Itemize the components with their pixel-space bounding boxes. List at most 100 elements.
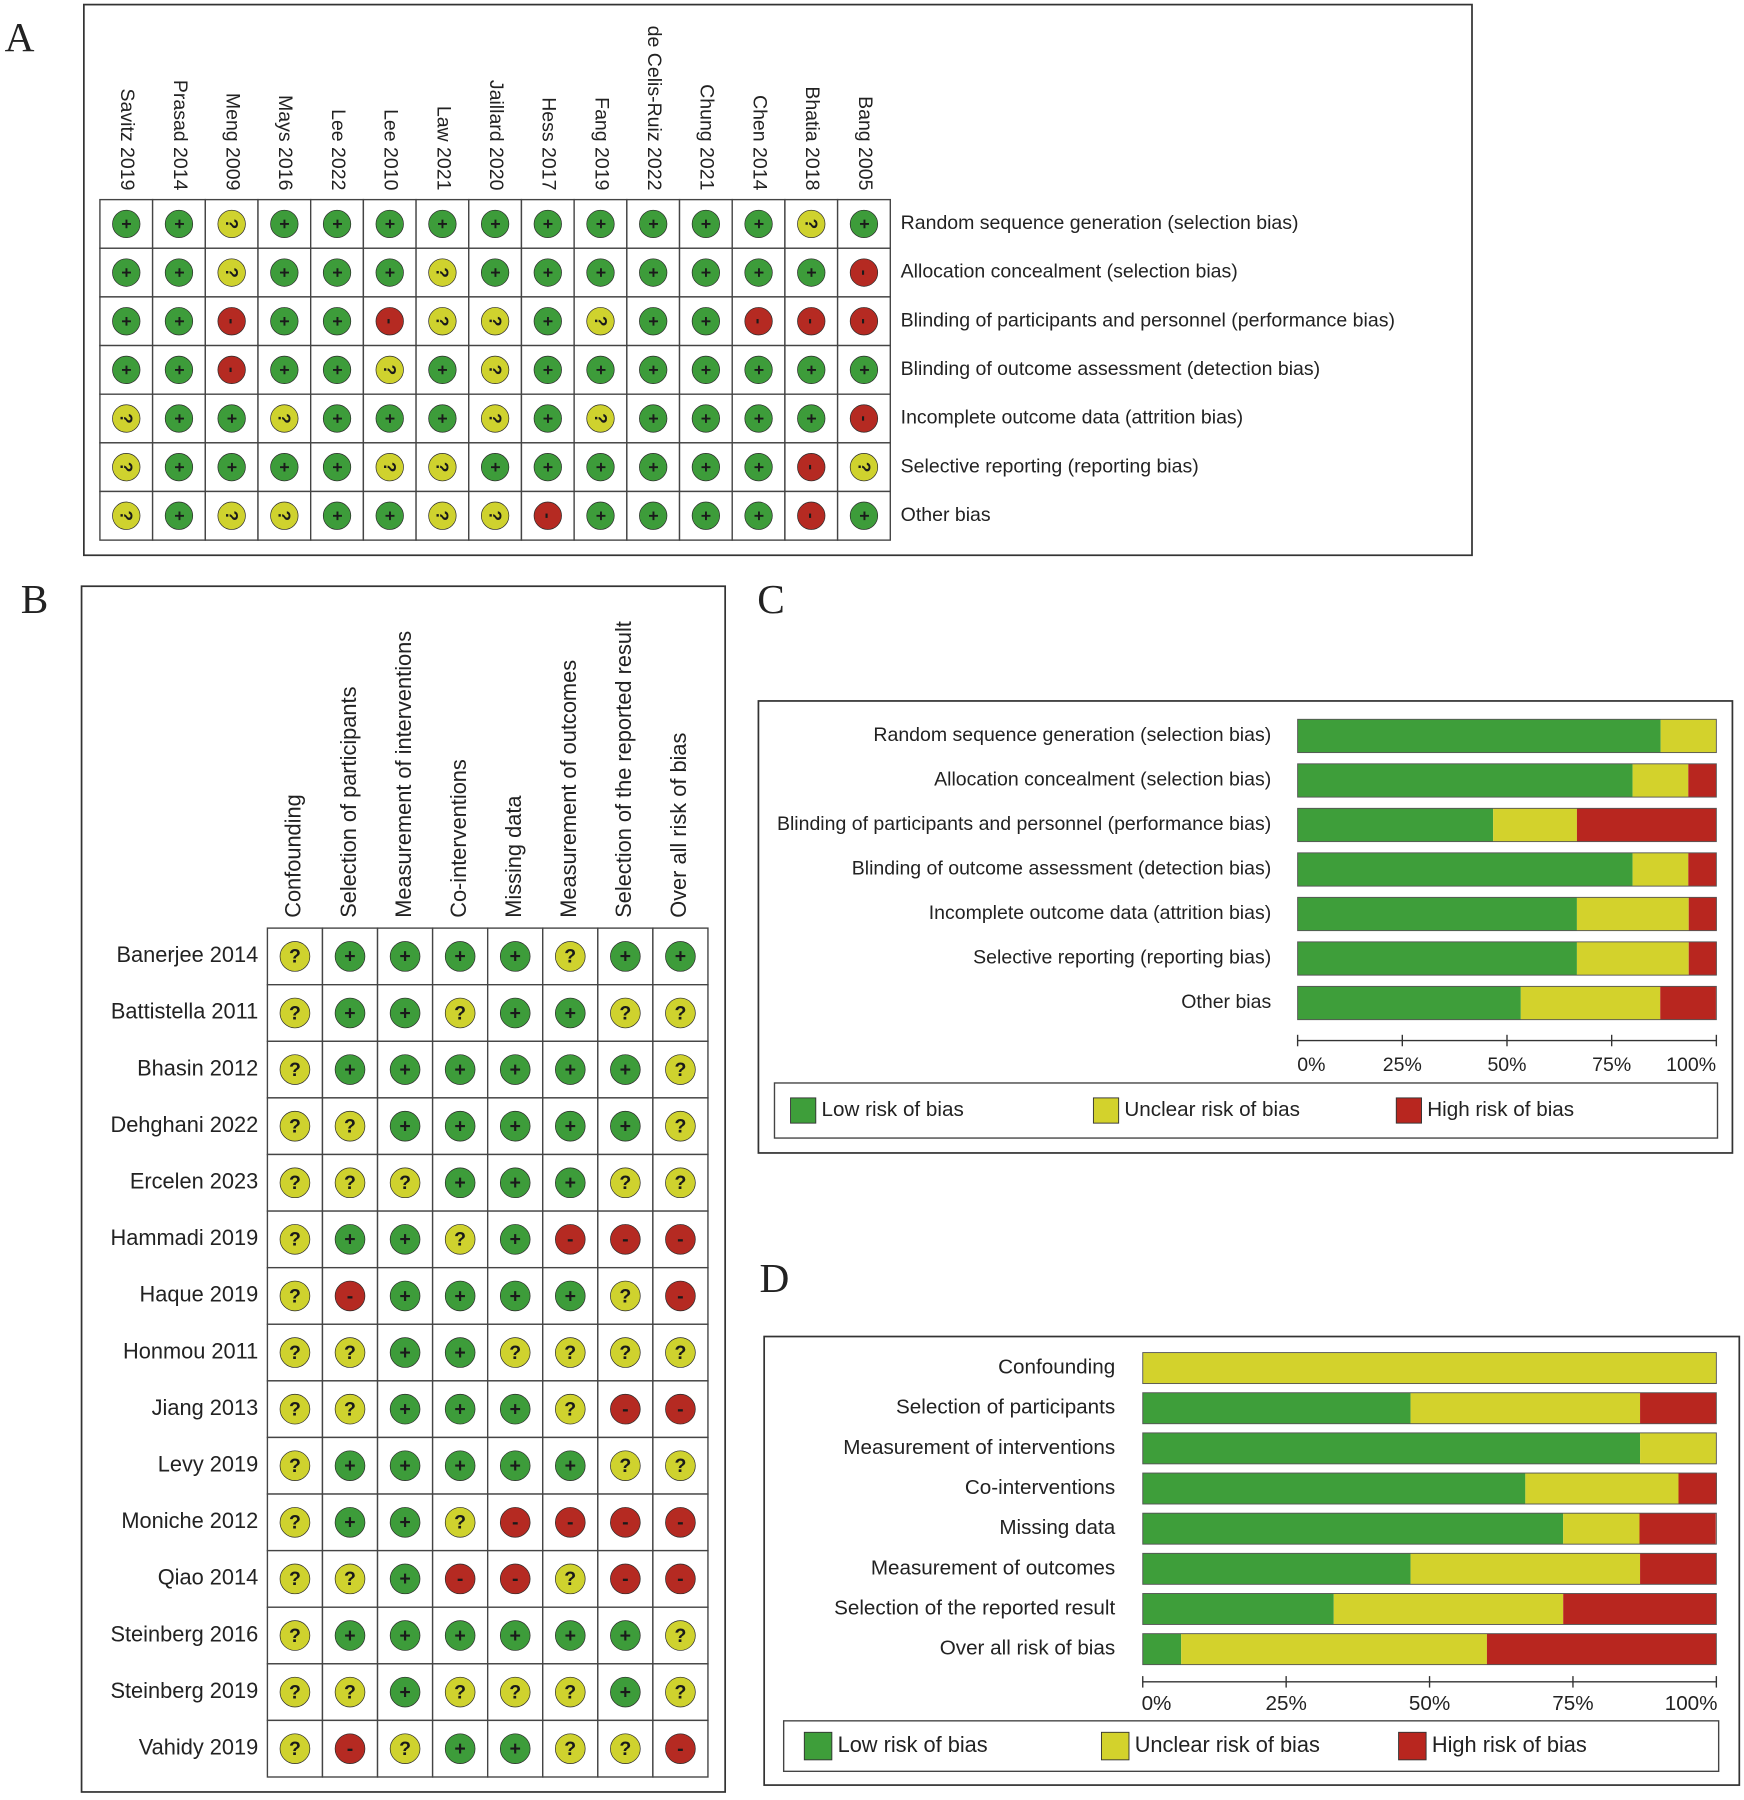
judgment-dot [428, 307, 457, 336]
judgment-dot [428, 453, 457, 482]
grid-cell [309, 490, 365, 541]
judgment-dot [555, 997, 586, 1029]
judgment-dot [217, 501, 246, 530]
judgment-dot [279, 1620, 311, 1651]
bar-segment [1660, 719, 1717, 753]
panel-label: D [760, 1255, 790, 1301]
bar-outline [1142, 1593, 1717, 1625]
judgment-dot [444, 1224, 476, 1255]
row-label: Incomplete outcome data (attrition bias) [901, 407, 1244, 429]
judgment-symbol: + [675, 946, 686, 968]
judgment-dot [217, 307, 246, 336]
column-label: Fang 2019 [590, 97, 612, 190]
judgment-symbol: + [399, 1002, 410, 1024]
judgment-dot [389, 1507, 421, 1538]
judgment-symbol: ? [591, 413, 611, 424]
grid-cell [362, 490, 417, 541]
row-label: Vahidy 2019 [139, 1734, 259, 1759]
judgment-symbol: ? [674, 1002, 686, 1024]
judgment-dot [444, 941, 476, 972]
judgment-dot [112, 258, 141, 287]
judgment-dot [610, 1393, 641, 1425]
bar-segment [1181, 1633, 1487, 1665]
legend-swatch [1092, 1097, 1120, 1124]
judgment-dot [279, 1167, 311, 1199]
judgment-dot [334, 1563, 366, 1595]
judgment-dot [444, 1733, 476, 1764]
judgment-dot [586, 453, 615, 482]
judgment-symbol: ? [222, 511, 242, 521]
judgment-symbol: + [696, 316, 716, 326]
judgment-dot [586, 404, 615, 433]
judgment-dot [279, 1337, 311, 1368]
bar-segment [1688, 852, 1717, 887]
judgment-dot [322, 209, 352, 239]
column-label: de Celis-Ruiz 2022 [643, 26, 665, 191]
judgment-dot [665, 1110, 696, 1142]
row-label: Levy 2019 [158, 1451, 259, 1476]
judgment-dot [279, 1563, 311, 1595]
judgment-symbol: + [399, 1059, 410, 1081]
judgment-symbol: ? [564, 1681, 576, 1703]
judgment-symbol: ? [485, 365, 505, 376]
judgment-dot [555, 1676, 586, 1708]
judgment-symbol: - [347, 1738, 354, 1760]
judgment-symbol: ? [619, 1342, 631, 1364]
judgment-symbol: ? [509, 1681, 521, 1703]
judgment-symbol: - [622, 1229, 629, 1251]
judgment-dot [279, 941, 311, 972]
judgment-dot [665, 1450, 696, 1481]
judgment-dot [480, 209, 510, 239]
judgment-dot [849, 453, 879, 482]
judgment-symbol: + [802, 268, 822, 278]
judgment-dot [499, 941, 531, 972]
judgment-symbol: ? [222, 219, 242, 230]
judgment-symbol: + [454, 1059, 465, 1081]
row-label: Bhasin 2012 [137, 1055, 258, 1080]
judgment-symbol: ? [289, 1172, 301, 1194]
judgment-symbol: + [510, 1738, 521, 1760]
judgment-dot [849, 307, 879, 336]
judgment-symbol: + [380, 219, 400, 229]
row-label: Ercelen 2023 [130, 1169, 258, 1194]
judgment-dot [639, 307, 668, 336]
judgment-dot [279, 1054, 311, 1085]
judgment-symbol: + [169, 219, 189, 229]
bar-outline [1142, 1512, 1717, 1545]
bar-segment [1576, 808, 1717, 842]
bar-segment [1142, 1633, 1182, 1665]
bar-segment [1142, 1513, 1564, 1545]
judgment-symbol: - [222, 318, 242, 324]
judgment-symbol: ? [619, 1455, 631, 1477]
judgment-symbol: + [696, 268, 716, 278]
judgment-symbol: ? [674, 1625, 686, 1647]
bar-segment [1297, 852, 1633, 887]
judgment-dot [480, 355, 510, 384]
judgment-dot [428, 355, 457, 384]
judgment-dot [849, 209, 879, 239]
judgment-dot [499, 1563, 531, 1595]
judgment-dot [665, 1733, 696, 1764]
bar-segment [1297, 941, 1577, 976]
bar-segment [1410, 1553, 1641, 1585]
judgment-symbol: ? [454, 1681, 466, 1703]
judgment-dot [610, 1224, 641, 1255]
judgment-dot [555, 1110, 586, 1142]
panel-c-frame [757, 700, 1734, 1154]
judgment-dot [555, 1054, 586, 1085]
judgment-symbol: ? [674, 1172, 686, 1194]
bar-outline [1297, 941, 1717, 976]
panel-d-frame [763, 1335, 1741, 1786]
judgment-symbol: + [327, 268, 347, 278]
judgment-symbol: + [591, 219, 611, 229]
judgment-symbol: ? [564, 1398, 576, 1420]
judgment-symbol: - [622, 1512, 629, 1534]
bar-segment [1563, 1513, 1640, 1545]
judgment-dot [555, 1620, 586, 1651]
judgment-symbol: + [344, 1002, 355, 1024]
judgment-symbol: + [696, 511, 716, 521]
bar-segment [1639, 1513, 1716, 1545]
judgment-dot [322, 404, 352, 433]
judgment-symbol: ? [289, 1398, 301, 1420]
